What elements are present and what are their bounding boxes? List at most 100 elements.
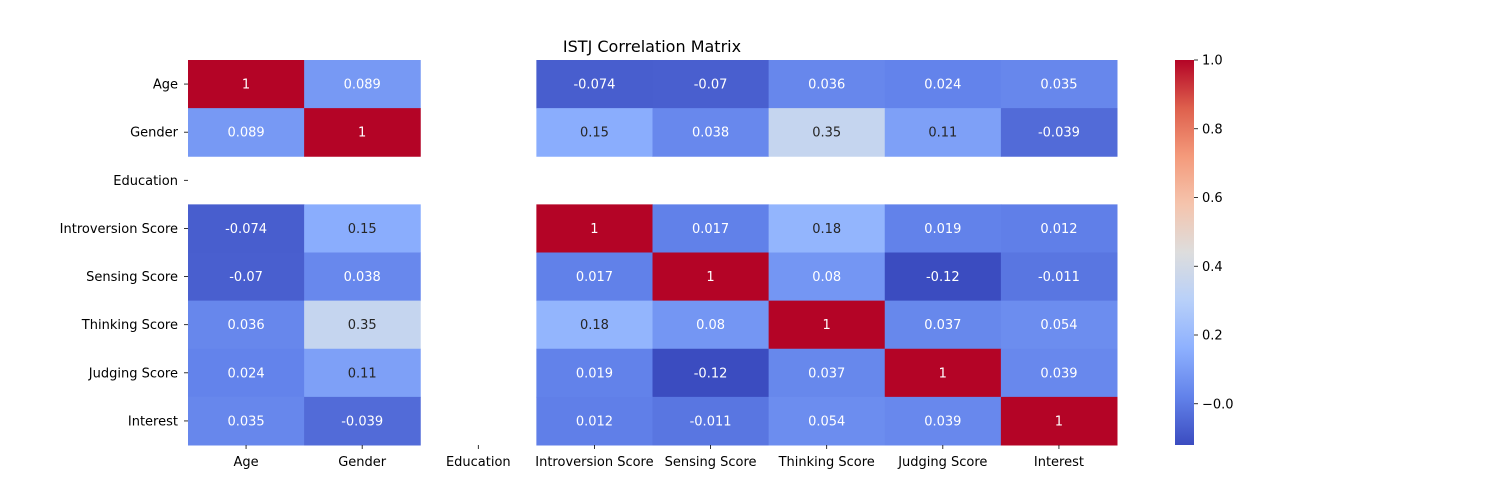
cell-value-label: 1 <box>823 318 831 333</box>
colorbar-tick-label: 0.6 <box>1202 191 1223 206</box>
heatmap-cell <box>1000 300 1118 350</box>
heatmap-cell <box>1000 204 1118 253</box>
heatmap-cell <box>304 204 421 253</box>
cell-value-label: -0.011 <box>1038 270 1080 285</box>
colorbar-gradient <box>1175 60 1194 445</box>
cell-value-label: 0.18 <box>580 318 609 333</box>
heatmap-cell <box>536 348 653 398</box>
colorbar-tick-label: −0.0 <box>1202 397 1234 412</box>
x-tick-label: Age <box>233 455 258 470</box>
cell-value-label: 0.089 <box>344 78 381 93</box>
colorbar: −0.0 0.2 0.4 0.6 0.8 1.0 <box>1175 54 1234 445</box>
cell-value-label: 0.039 <box>924 414 961 429</box>
cell-value-label: -0.011 <box>690 414 732 429</box>
heatmap-cell <box>304 396 421 446</box>
heatmap-cell <box>884 204 1002 253</box>
heatmap-cell <box>304 252 421 302</box>
heatmap-cell <box>304 108 421 157</box>
cell-value-label: -0.12 <box>926 270 960 285</box>
colorbar-tick-label: 0.8 <box>1202 122 1223 137</box>
y-axis: Age Gender Education Introversion Score Sens… <box>60 78 188 429</box>
cell-value-label: 0.012 <box>576 414 613 429</box>
cell-value-label: 0.11 <box>348 366 377 381</box>
heatmap-cell <box>884 300 1002 350</box>
y-tick-label: Gender <box>130 126 179 141</box>
heatmap-cell <box>188 108 305 157</box>
cell-value-label: 0.038 <box>344 270 381 285</box>
x-tick-label: Sensing Score <box>665 455 757 470</box>
cell-value-label: 1 <box>590 222 598 237</box>
y-tick-label: Thinking Score <box>81 318 178 333</box>
cell-value-label: 0.15 <box>580 126 609 141</box>
cell-value-label: -0.039 <box>1038 126 1080 141</box>
cell-value-label: 0.038 <box>692 126 729 141</box>
heatmap-cell <box>652 396 770 446</box>
cell-value-label: 0.019 <box>576 366 613 381</box>
colorbar-tick-label: 0.2 <box>1202 329 1223 344</box>
heatmap-cell <box>652 108 770 157</box>
cell-value-label: 1 <box>939 366 947 381</box>
cell-value-label: 0.035 <box>1040 78 1077 93</box>
heatmap-cell <box>188 204 305 253</box>
cell-value-label: 0.024 <box>227 366 264 381</box>
chart-title: ISTJ Correlation Matrix <box>563 37 741 56</box>
cell-value-label: 0.037 <box>808 366 845 381</box>
heatmap-cell <box>768 60 886 109</box>
cell-value-label: 0.35 <box>812 126 841 141</box>
cell-value-label: 0.35 <box>348 318 377 333</box>
heatmap-cell <box>884 108 1002 157</box>
cell-value-label: 1 <box>1055 414 1063 429</box>
heatmap-cell <box>768 204 886 253</box>
cell-value-label: 0.036 <box>227 318 264 333</box>
heatmap-cell <box>536 108 653 157</box>
heatmap-cell <box>652 300 770 350</box>
cell-value-label: -0.039 <box>341 414 383 429</box>
cell-value-label: 0.054 <box>1040 318 1077 333</box>
heatmap-cell <box>188 396 305 446</box>
x-tick-label: Introversion Score <box>535 455 653 470</box>
cell-value-label: 0.039 <box>1040 366 1077 381</box>
heatmap-cell <box>1000 252 1118 302</box>
heatmap-cell <box>768 348 886 398</box>
x-axis: Age Gender Education Introversion Score Sens… <box>233 445 1084 470</box>
heatmap-cell <box>188 60 305 109</box>
heatmap-cell <box>304 300 421 350</box>
cell-value-label: -0.07 <box>694 78 728 93</box>
heatmap-cell <box>1000 396 1118 446</box>
cell-value-label: 0.035 <box>227 414 264 429</box>
heatmap-cell <box>884 396 1002 446</box>
heatmap-cell <box>536 252 653 302</box>
cell-value-label: 0.019 <box>924 222 961 237</box>
heatmap-cell <box>304 348 421 398</box>
y-tick-label: Judging Score <box>88 366 178 381</box>
cell-value-label: 0.08 <box>696 318 725 333</box>
x-tick-label: Gender <box>338 455 387 470</box>
heatmap-cell <box>188 252 305 302</box>
heatmap-cell <box>536 60 653 109</box>
cell-value-label: 0.024 <box>924 78 961 93</box>
cell-value-label: 1 <box>242 78 250 93</box>
heatmap-cell <box>1000 348 1118 398</box>
heatmap-cell <box>768 396 886 446</box>
cell-value-label: 0.089 <box>227 126 264 141</box>
heatmap-cell <box>188 300 305 350</box>
cell-value-label: -0.074 <box>225 222 267 237</box>
cell-value-label: 0.017 <box>576 270 613 285</box>
colorbar-tick-label: 1.0 <box>1202 54 1223 69</box>
y-tick-label: Introversion Score <box>60 222 178 237</box>
cell-value-label: 0.18 <box>812 222 841 237</box>
heatmap-cell <box>652 348 770 398</box>
heatmap-cell <box>1000 108 1118 157</box>
cell-value-label: 0.15 <box>348 222 377 237</box>
heatmap-cell <box>884 348 1002 398</box>
heatmap-cell <box>768 108 886 157</box>
cell-value-label: 0.08 <box>812 270 841 285</box>
cell-value-label: 0.017 <box>692 222 729 237</box>
colorbar-tick-label: 0.4 <box>1202 260 1223 275</box>
heatmap-cell <box>1000 60 1118 109</box>
cell-value-label: 0.054 <box>808 414 845 429</box>
y-tick-label: Education <box>113 174 178 189</box>
heatmap-cell <box>884 252 1002 302</box>
heatmap-cell <box>536 204 653 253</box>
